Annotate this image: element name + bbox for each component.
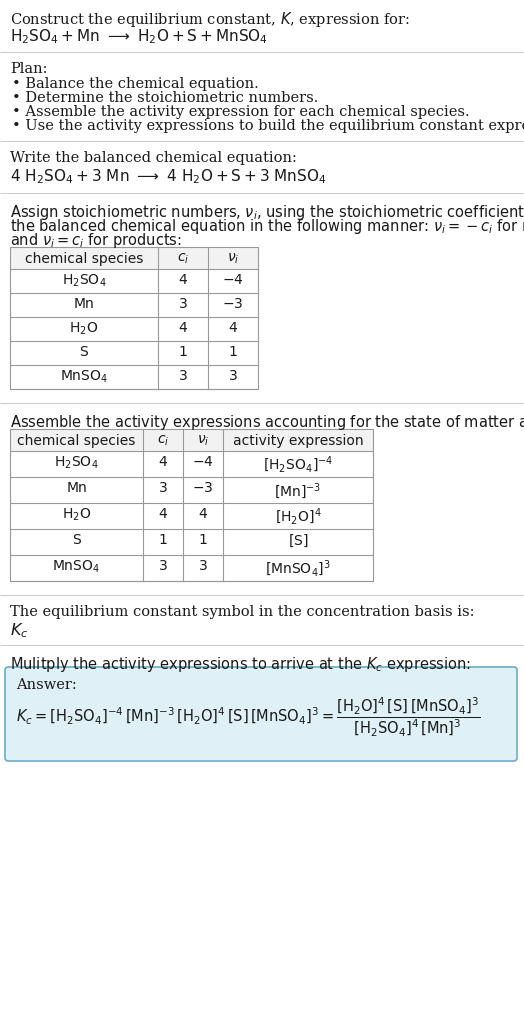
Text: Answer:: Answer: (16, 678, 77, 692)
Text: chemical species: chemical species (25, 252, 143, 266)
Text: Assemble the activity expressions accounting for the state of matter and $\nu_i$: Assemble the activity expressions accoun… (10, 413, 524, 432)
Text: $\mathrm{MnSO_4}$: $\mathrm{MnSO_4}$ (60, 369, 108, 385)
Text: Mulitply the activity expressions to arrive at the $K_c$ expression:: Mulitply the activity expressions to arr… (10, 655, 471, 674)
Text: 3: 3 (159, 559, 167, 573)
Text: The equilibrium constant symbol in the concentration basis is:: The equilibrium constant symbol in the c… (10, 605, 475, 619)
Text: $[\mathrm{S}]$: $[\mathrm{S}]$ (288, 533, 308, 549)
Bar (10, 429, 373, 581)
Text: • Use the activity expressions to build the equilibrium constant expression.: • Use the activity expressions to build … (12, 119, 524, 133)
Text: $K_c$: $K_c$ (10, 621, 28, 640)
Text: 1: 1 (228, 345, 237, 359)
Text: 4: 4 (159, 455, 167, 469)
Text: Write the balanced chemical equation:: Write the balanced chemical equation: (10, 151, 297, 165)
Text: $\mathrm{S}$: $\mathrm{S}$ (79, 345, 89, 359)
Text: and $\nu_i = c_i$ for products:: and $\nu_i = c_i$ for products: (10, 231, 182, 250)
Bar (10, 247, 258, 388)
Text: 1: 1 (199, 533, 208, 547)
Text: $[\mathrm{H_2O}]^{4}$: $[\mathrm{H_2O}]^{4}$ (275, 507, 321, 528)
Bar (10, 429, 373, 451)
Text: $\mathrm{Mn}$: $\mathrm{Mn}$ (73, 297, 95, 311)
Text: 4: 4 (159, 507, 167, 521)
Text: activity expression: activity expression (233, 434, 363, 448)
FancyBboxPatch shape (5, 667, 517, 761)
Text: 1: 1 (179, 345, 188, 359)
Text: $\mathrm{H_2SO_4}$: $\mathrm{H_2SO_4}$ (54, 455, 99, 472)
Bar (10, 247, 258, 270)
Text: $[\mathrm{MnSO_4}]^{3}$: $[\mathrm{MnSO_4}]^{3}$ (265, 559, 331, 580)
Text: $-4$: $-4$ (222, 273, 244, 287)
Text: $\mathrm{H_2SO_4 + Mn \ \longrightarrow \ H_2O + S + MnSO_4}$: $\mathrm{H_2SO_4 + Mn \ \longrightarrow … (10, 27, 268, 46)
Text: $-3$: $-3$ (222, 297, 244, 311)
Text: $c_i$: $c_i$ (177, 252, 189, 266)
Text: the balanced chemical equation in the following manner: $\nu_i = -c_i$ for react: the balanced chemical equation in the fo… (10, 217, 524, 236)
Text: $\mathrm{S}$: $\mathrm{S}$ (71, 533, 82, 547)
Text: $-3$: $-3$ (192, 481, 214, 495)
Text: $\mathrm{Mn}$: $\mathrm{Mn}$ (66, 481, 88, 495)
Text: • Determine the stoichiometric numbers.: • Determine the stoichiometric numbers. (12, 91, 319, 105)
Text: 1: 1 (159, 533, 168, 547)
Text: 3: 3 (199, 559, 208, 573)
Text: 3: 3 (159, 481, 167, 495)
Text: $\nu_i$: $\nu_i$ (227, 252, 239, 266)
Text: $\mathrm{4\ H_2SO_4 + 3\ Mn \ \longrightarrow \ 4\ H_2O + S + 3\ MnSO_4}$: $\mathrm{4\ H_2SO_4 + 3\ Mn \ \longright… (10, 167, 326, 186)
Text: 4: 4 (199, 507, 208, 521)
Text: chemical species: chemical species (17, 434, 136, 448)
Text: Construct the equilibrium constant, $K$, expression for:: Construct the equilibrium constant, $K$,… (10, 10, 410, 29)
Text: $\mathrm{H_2O}$: $\mathrm{H_2O}$ (62, 507, 91, 524)
Text: • Balance the chemical equation.: • Balance the chemical equation. (12, 77, 259, 91)
Text: $[\mathrm{Mn}]^{-3}$: $[\mathrm{Mn}]^{-3}$ (275, 481, 322, 501)
Text: 4: 4 (179, 273, 188, 287)
Text: $-4$: $-4$ (192, 455, 214, 469)
Text: $[\mathrm{H_2SO_4}]^{-4}$: $[\mathrm{H_2SO_4}]^{-4}$ (263, 455, 333, 475)
Text: $\mathrm{H_2SO_4}$: $\mathrm{H_2SO_4}$ (62, 273, 106, 290)
Text: $K_c = [\mathrm{H_2SO_4}]^{-4}\, [\mathrm{Mn}]^{-3}\, [\mathrm{H_2O}]^{4}\, [\ma: $K_c = [\mathrm{H_2SO_4}]^{-4}\, [\mathr… (16, 696, 481, 739)
Text: 4: 4 (228, 321, 237, 335)
Text: $\mathrm{MnSO_4}$: $\mathrm{MnSO_4}$ (52, 559, 101, 576)
Text: • Assemble the activity expression for each chemical species.: • Assemble the activity expression for e… (12, 105, 470, 119)
Text: 3: 3 (179, 369, 188, 383)
Text: $\nu_i$: $\nu_i$ (197, 434, 209, 448)
Text: 4: 4 (179, 321, 188, 335)
Text: 3: 3 (228, 369, 237, 383)
Text: Assign stoichiometric numbers, $\nu_i$, using the stoichiometric coefficients, $: Assign stoichiometric numbers, $\nu_i$, … (10, 203, 524, 222)
Text: $\mathrm{H_2O}$: $\mathrm{H_2O}$ (69, 321, 99, 338)
Text: Plan:: Plan: (10, 62, 48, 76)
Text: $c_i$: $c_i$ (157, 434, 169, 448)
Text: 3: 3 (179, 297, 188, 311)
